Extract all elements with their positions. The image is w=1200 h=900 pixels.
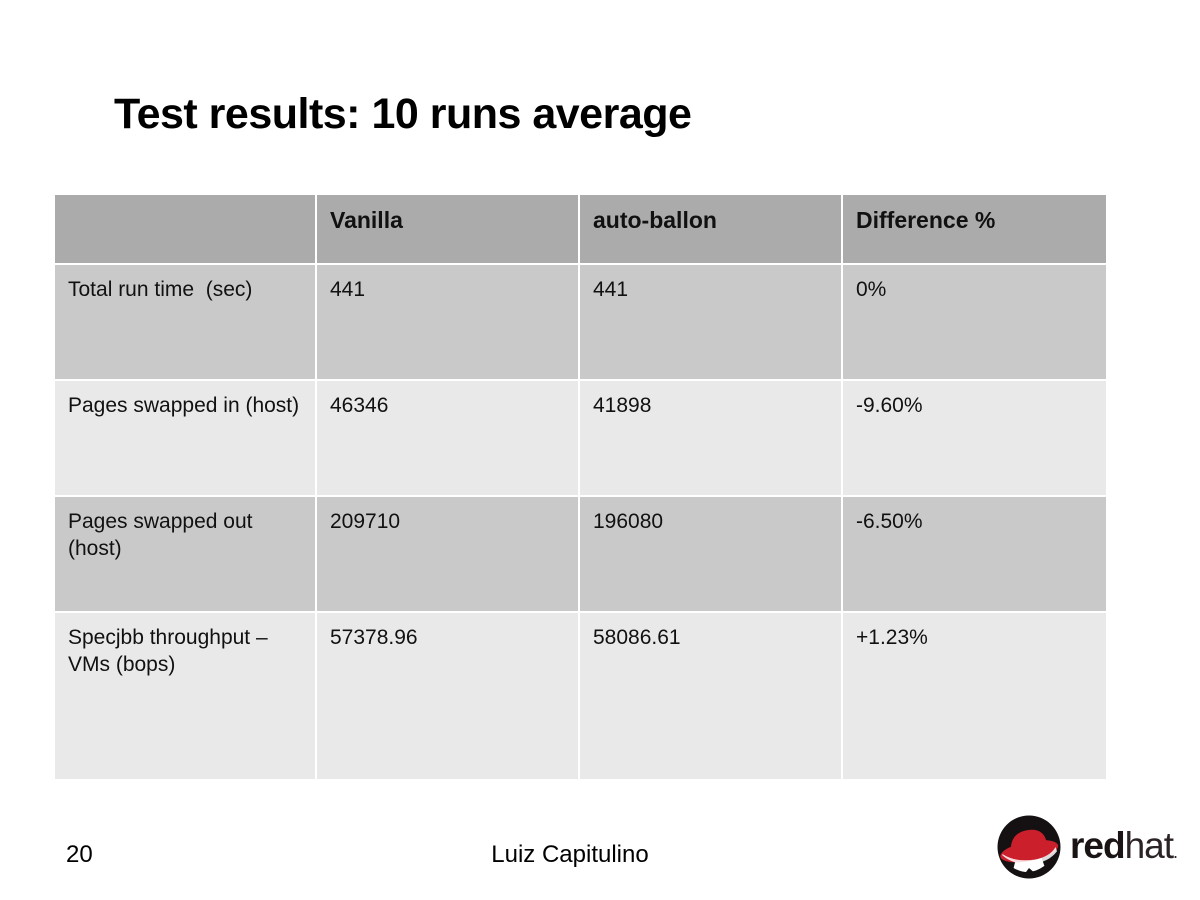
table-cell: 58086.61 xyxy=(580,613,841,779)
slide-page-number: 20 xyxy=(66,841,93,868)
redhat-wordmark: redhat. xyxy=(1070,824,1178,868)
table-cell: -9.60% xyxy=(843,381,1106,495)
table-cell: 209710 xyxy=(317,497,578,611)
table-cell: 0% xyxy=(843,265,1106,379)
table-header-autoballon: auto-ballon xyxy=(580,195,841,263)
table-cell: 46346 xyxy=(317,381,578,495)
redhat-shadowman-icon xyxy=(997,815,1061,879)
table-cell: 196080 xyxy=(580,497,841,611)
table-cell: 441 xyxy=(580,265,841,379)
table-header-blank xyxy=(55,195,315,263)
table-row-label: Total run time (sec) xyxy=(55,265,315,379)
table-cell: 41898 xyxy=(580,381,841,495)
table-header-difference: Difference % xyxy=(843,195,1106,263)
wordmark-dot: . xyxy=(1173,841,1178,862)
wordmark-red: red xyxy=(1070,824,1126,866)
page-title: Test results: 10 runs average xyxy=(114,90,692,138)
table-cell: 441 xyxy=(317,265,578,379)
table-header-vanilla: Vanilla xyxy=(317,195,578,263)
table-cell: -6.50% xyxy=(843,497,1106,611)
redhat-logo: redhat. xyxy=(994,806,1190,888)
results-table: Vanilla auto-ballon Difference % Total r… xyxy=(55,195,1106,779)
table-cell: 57378.96 xyxy=(317,613,578,779)
table-row-label: Pages swapped in (host) xyxy=(55,381,315,495)
table-row-label: Specjbb throughput – VMs (bops) xyxy=(55,613,315,779)
table-row-label: Pages swapped out (host) xyxy=(55,497,315,611)
slide-author: Luiz Capitulino xyxy=(491,841,649,868)
table-cell: +1.23% xyxy=(843,613,1106,779)
wordmark-hat: hat xyxy=(1124,824,1174,866)
